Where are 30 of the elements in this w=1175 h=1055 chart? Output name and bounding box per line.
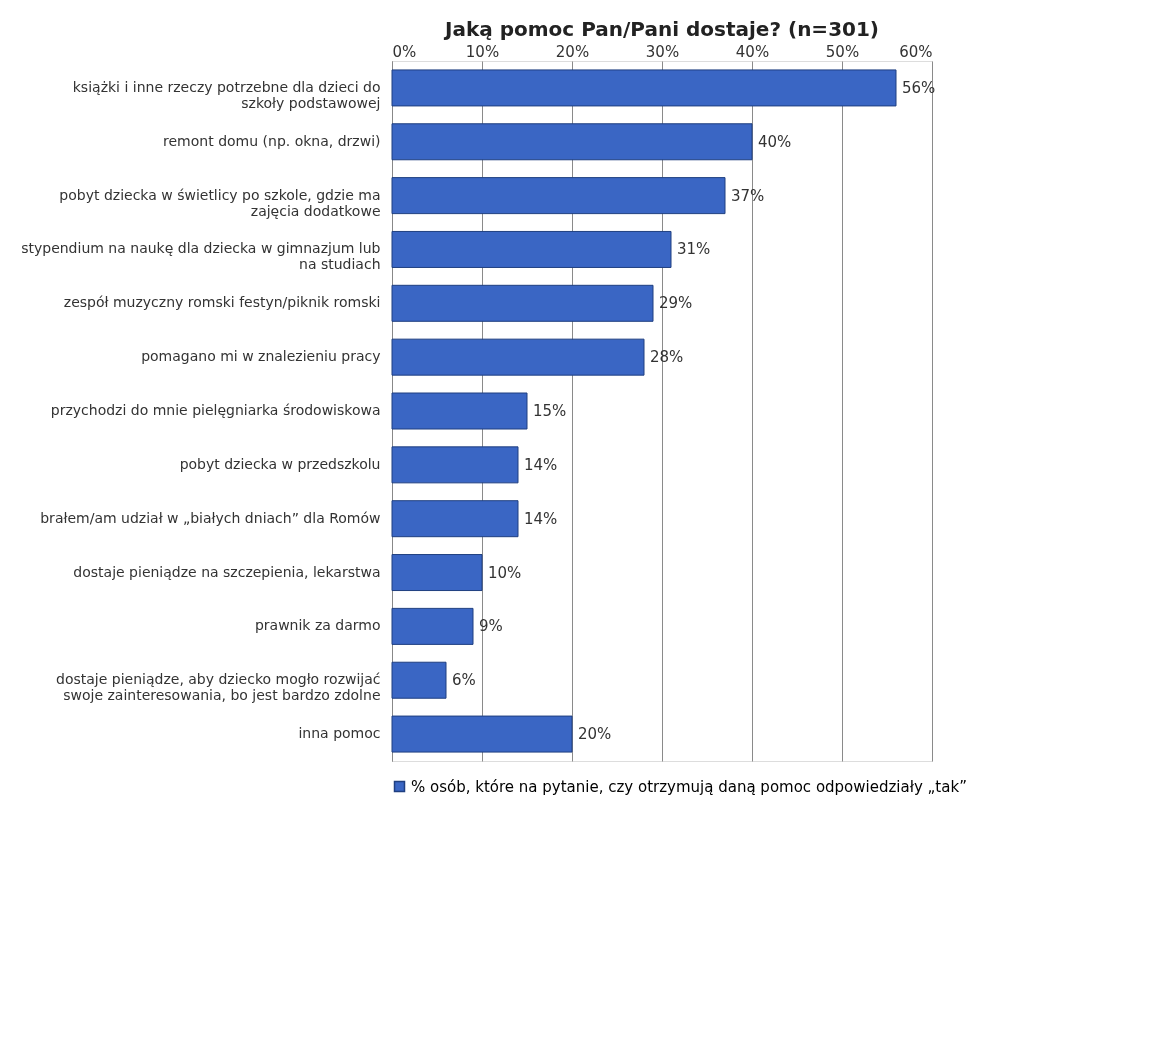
legend-label: % osób, które na pytanie, czy otrzymują daną pomoc odpowiedziały „tak”: [411, 777, 967, 796]
data-label: 20%: [578, 725, 612, 744]
data-label: 10%: [488, 563, 522, 582]
data-label: 14%: [524, 455, 558, 474]
y-tick-label: prawnik za darmo: [254, 617, 381, 634]
y-tick-label: dostaje pieniądze, aby dziecko mogło rozwijać swoje zainteresowania, bo jest bardzo zdolne: [56, 671, 381, 704]
y-tick-label: brałem/am udział w „białych dniach” dla Romów: [40, 509, 381, 526]
data-label: 40%: [758, 132, 792, 151]
y-tick-label: przychodzi do mnie pielęgniarka środowiskowa: [50, 402, 381, 418]
y-tick-label: dostaje pieniądze na szczepienia, lekarstwa: [73, 563, 381, 580]
x-tick-label: 60%: [899, 42, 933, 61]
chart-title: Jaką pomoc Pan/Pani dostaje? (n=301): [442, 17, 880, 41]
data-label: 14%: [524, 509, 558, 528]
x-tick-label: 10%: [465, 42, 500, 61]
y-tick-label: zespół muzyczny romski festyn/piknik romski: [63, 294, 381, 311]
y-tick-label: remont domu (np. okna, drzwi): [163, 132, 381, 149]
x-tick-label: 30%: [645, 42, 680, 61]
x-tick-label: 20%: [555, 42, 590, 61]
x-tick-label: 50%: [825, 42, 860, 61]
data-label: 6%: [452, 671, 476, 690]
x-tick-label: 0%: [392, 42, 417, 61]
x-tick-label: 40%: [735, 42, 770, 61]
data-label: 15%: [533, 402, 567, 420]
y-tick-label: pomagano mi w znalezieniu pracy: [141, 348, 381, 365]
y-tick-label: inna pomoc: [298, 725, 381, 742]
y-tick-label: książki i inne rzeczy potrzebne dla dzieci do szkoły podstawowej: [72, 78, 381, 111]
data-label: 31%: [677, 240, 711, 259]
y-tick-label: pobyt dziecka w przedszkolu: [179, 455, 381, 472]
y-tick-label: stypendium na naukę dla dziecka w gimnazjum lub na studiach: [21, 240, 381, 273]
y-tick-label: pobyt dziecka w świetlicy po szkole, gdzie ma zajęcia dodatkowe: [59, 186, 381, 219]
